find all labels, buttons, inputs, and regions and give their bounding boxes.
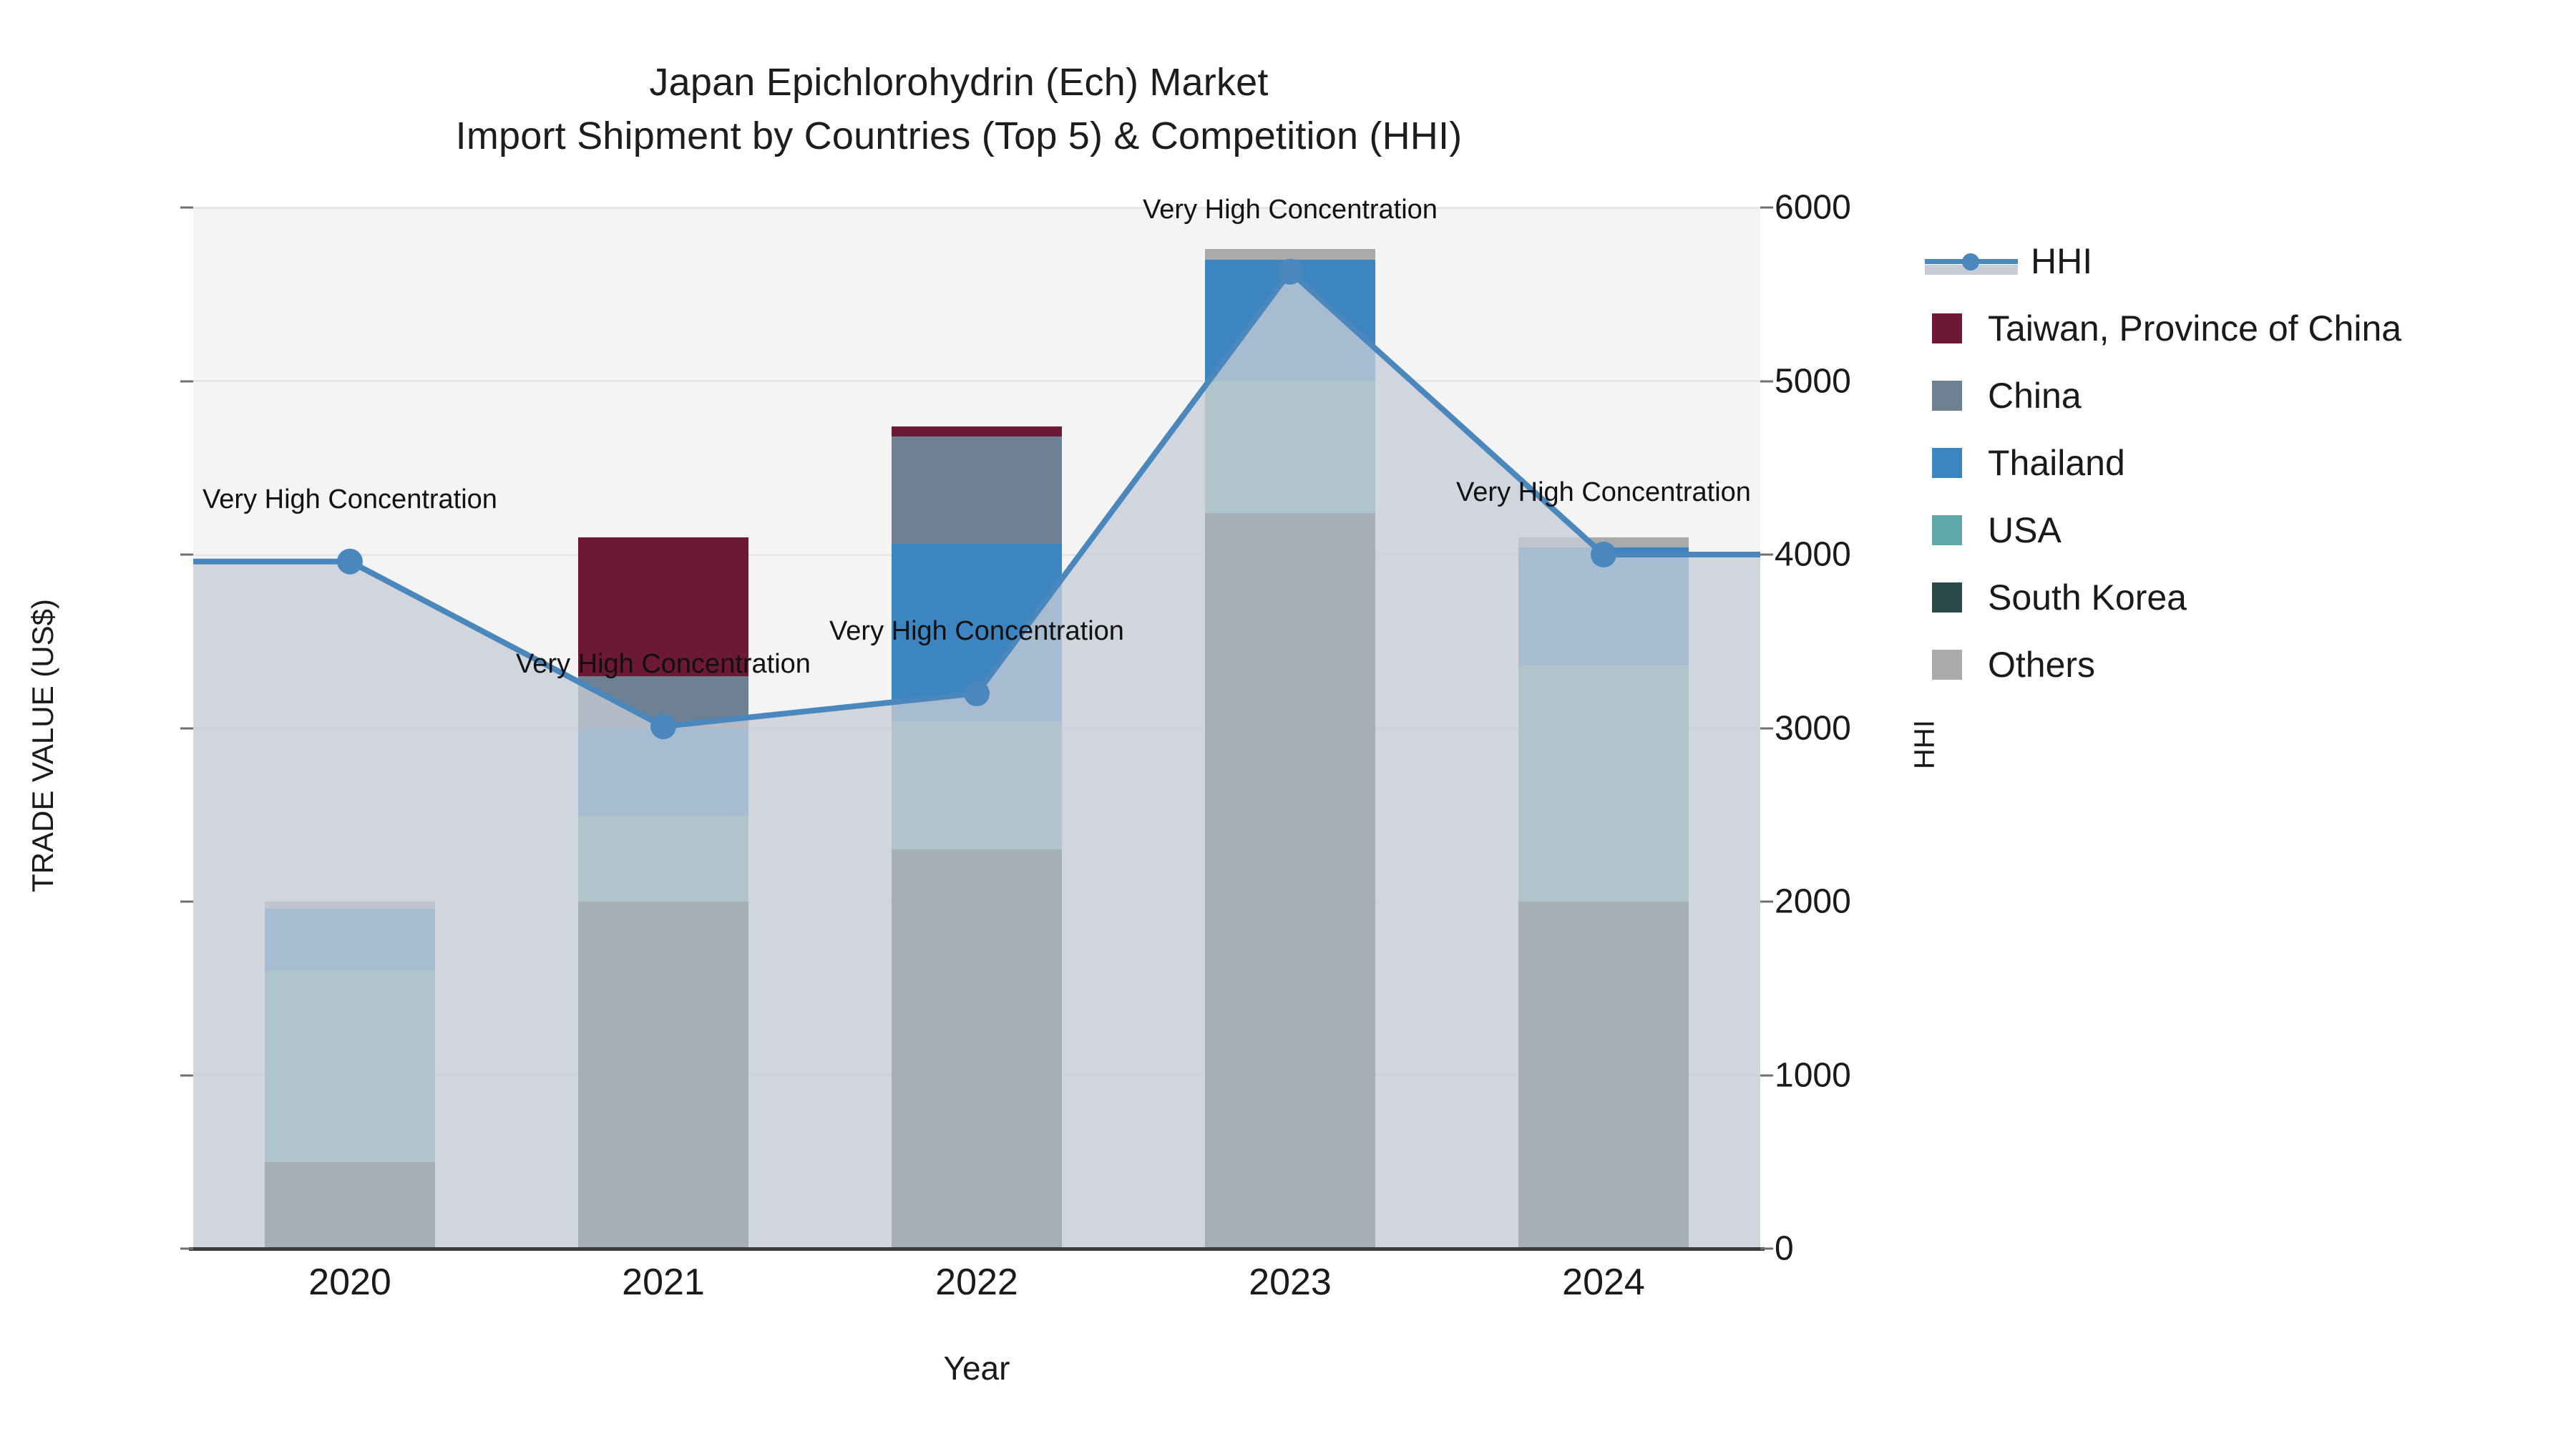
legend-line-marker: [1962, 253, 1979, 270]
y-axis-right-tickmark: [1760, 900, 1773, 903]
concentration-annotation: Very High Concentration: [203, 484, 497, 514]
legend-item-label: Taiwan, Province of China: [1988, 308, 2402, 348]
legend-item-label: South Korea: [1988, 577, 2187, 618]
chart-title-block: Japan Epichlorohydrin (Ech) Market Impor…: [0, 56, 1918, 162]
bar-segment[interactable]: [265, 908, 435, 971]
y-axis-right-tickmark: [1760, 727, 1773, 729]
concentration-annotation: Very High Concentration: [829, 616, 1124, 646]
y-axis-left-tickmark: [180, 900, 193, 903]
bar-segment[interactable]: [1205, 381, 1375, 513]
legend-item[interactable]: Taiwan, Province of China: [1925, 295, 2562, 362]
y-axis-right-tick-label: 1000: [1775, 1056, 1851, 1094]
bar-segment[interactable]: [1518, 547, 1689, 666]
x-axis-tick-label: 2021: [622, 1262, 705, 1303]
legend-color-swatch: [1932, 448, 1962, 478]
y-axis-right-tick-label: 0: [1775, 1229, 1794, 1268]
x-axis-tick-label: 2020: [308, 1262, 391, 1303]
legend-item[interactable]: Others: [1925, 631, 2562, 698]
concentration-annotation: Very High Concentration: [516, 649, 811, 680]
y-axis-right-tick-label: 2000: [1775, 882, 1851, 921]
y-axis-left-tickmark: [180, 727, 193, 729]
legend-item-label: USA: [1988, 510, 2062, 550]
bar-group[interactable]: [578, 208, 748, 1249]
bar-segment[interactable]: [578, 814, 748, 902]
y-axis-right-tick-label: 5000: [1775, 362, 1851, 400]
bar-segment[interactable]: [1518, 537, 1689, 548]
chart-title: Japan Epichlorohydrin (Ech) Market: [649, 61, 1269, 104]
legend-item[interactable]: Thailand: [1925, 429, 2562, 497]
chart-legend: HHI Taiwan, Province of China China Thailan…: [1925, 228, 2562, 698]
bar-segment[interactable]: [892, 849, 1062, 1249]
bar-segment[interactable]: [892, 721, 1062, 850]
y-axis-right-tick-label: 4000: [1775, 535, 1851, 574]
y-axis-right-tickmark: [1760, 380, 1773, 382]
bar-segment[interactable]: [265, 902, 435, 909]
legend-line-swatch: [1925, 246, 2018, 276]
legend-color-swatch: [1932, 515, 1962, 545]
y-axis-right-tickmark: [1760, 206, 1773, 209]
bar-segment[interactable]: [1518, 665, 1689, 902]
concentration-annotation: Very High Concentration: [1143, 194, 1438, 225]
bar-segment[interactable]: [578, 902, 748, 1249]
bar-segment[interactable]: [1518, 902, 1689, 1249]
legend-item-label: Thailand: [1988, 443, 2125, 483]
legend-color-swatch: [1932, 582, 1962, 613]
y-axis-left-tickmark: [180, 553, 193, 556]
y-axis-right-tickmark: [1760, 553, 1773, 556]
bar-group[interactable]: [1205, 208, 1375, 1249]
bar-segment[interactable]: [892, 436, 1062, 545]
legend-item[interactable]: China: [1925, 362, 2562, 429]
y-axis-right-tick-label: 3000: [1775, 709, 1851, 747]
x-axis-tick-label: 2023: [1249, 1262, 1332, 1303]
legend-item-label: HHI: [2031, 241, 2093, 281]
y-axis-left-tickmark: [180, 206, 193, 209]
legend-color-swatch: [1932, 650, 1962, 680]
bar-group[interactable]: [892, 208, 1062, 1249]
legend-item-label: Others: [1988, 645, 2096, 685]
x-axis-spine: [189, 1247, 1765, 1251]
bar-group[interactable]: [1518, 208, 1689, 1249]
x-axis-label: Year: [943, 1350, 1010, 1387]
y-axis-right-tickmark: [1760, 1074, 1773, 1076]
legend-item[interactable]: USA: [1925, 497, 2562, 564]
y-axis-left-tickmark: [180, 1247, 193, 1250]
concentration-annotation: Very High Concentration: [1456, 477, 1751, 507]
bar-segment[interactable]: [892, 426, 1062, 437]
y-axis-right-tickmark: [1760, 1247, 1773, 1250]
legend-color-swatch: [1932, 313, 1962, 343]
y-axis-left-label: TRADE VALUE (US$): [26, 599, 59, 892]
bar-segment[interactable]: [1205, 249, 1375, 260]
bar-segment[interactable]: [578, 728, 748, 815]
x-axis-tick-label: 2022: [935, 1262, 1018, 1303]
legend-item-label: China: [1988, 376, 2082, 416]
gridline: [193, 206, 1760, 209]
y-axis-left-tickmark: [180, 380, 193, 382]
bar-segment[interactable]: [578, 675, 748, 728]
chart-subtitle: Import Shipment by Countries (Top 5) & C…: [455, 114, 1463, 157]
bar-group[interactable]: [265, 208, 435, 1249]
legend-item[interactable]: HHI: [1925, 228, 2562, 295]
bar-segment[interactable]: [265, 971, 435, 1162]
x-axis-tick-label: 2024: [1562, 1262, 1645, 1303]
bar-segment[interactable]: [1205, 259, 1375, 381]
plot-area: Very High Concentration Very High Concent…: [193, 195, 1760, 1249]
y-axis-right-tick-label: 6000: [1775, 188, 1851, 227]
bar-segment[interactable]: [1205, 512, 1375, 1249]
bar-segment[interactable]: [265, 1161, 435, 1249]
y-axis-left-tickmark: [180, 1074, 193, 1076]
legend-color-swatch: [1932, 381, 1962, 411]
legend-item[interactable]: South Korea: [1925, 564, 2562, 631]
